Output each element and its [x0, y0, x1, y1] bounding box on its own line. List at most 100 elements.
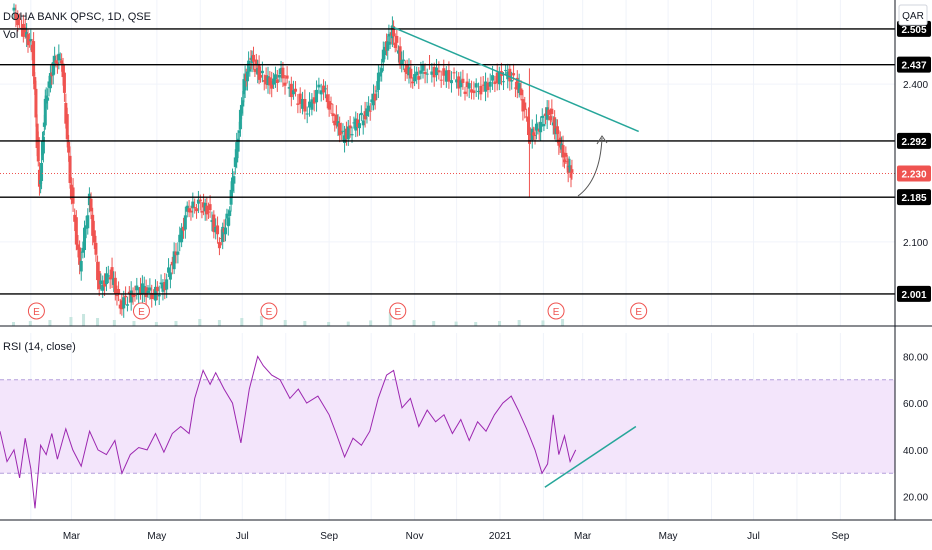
- candle-body: [401, 59, 405, 62]
- candle-body: [547, 109, 551, 116]
- candle-body: [167, 267, 171, 273]
- candle-body: [513, 87, 517, 89]
- candle-body: [375, 90, 379, 92]
- candle-body: [423, 72, 427, 74]
- candle-body: [283, 82, 287, 86]
- volume-bar: [561, 319, 565, 326]
- candle-body: [110, 267, 114, 279]
- volume-bar: [517, 320, 521, 326]
- volume-bar: [48, 320, 52, 326]
- candle-body: [106, 275, 110, 277]
- candle-body: [495, 72, 499, 83]
- candle-body: [210, 220, 214, 222]
- candle-body: [273, 74, 277, 80]
- volume-bar: [154, 322, 158, 326]
- candle-body: [395, 35, 399, 43]
- candle-body: [142, 286, 146, 293]
- candle-body: [259, 74, 263, 78]
- candle-body: [534, 123, 538, 131]
- candle-body: [54, 60, 58, 64]
- candle-body: [387, 33, 391, 37]
- candle-body: [33, 77, 37, 90]
- candle-body: [99, 280, 103, 285]
- candle-body: [81, 247, 85, 253]
- candle-body: [57, 53, 61, 61]
- candle-body: [430, 71, 434, 75]
- candle-body: [139, 287, 143, 295]
- candle-body: [12, 7, 16, 11]
- candle-body: [55, 62, 59, 66]
- rsi-axis-tick: 80.00: [903, 352, 928, 363]
- candle-body: [415, 71, 419, 76]
- candle-body: [16, 19, 20, 26]
- candle-body: [277, 75, 281, 78]
- candle-body: [550, 108, 554, 115]
- candle-body: [39, 180, 43, 185]
- candle-body: [101, 284, 105, 291]
- candle-body: [417, 76, 421, 80]
- candle-body: [301, 98, 305, 109]
- candle-body: [67, 141, 71, 153]
- candle-body: [365, 108, 369, 116]
- candle-body: [515, 77, 519, 90]
- candle-body: [569, 171, 573, 178]
- candle-body: [519, 88, 523, 96]
- candle-body: [381, 49, 385, 63]
- candle-body: [71, 187, 75, 204]
- rsi-band: [0, 379, 895, 474]
- candle-body: [248, 66, 252, 72]
- chart-title: DOHA BANK QPSC, 1D, QSE: [3, 11, 151, 23]
- volume-bar: [28, 321, 32, 326]
- earnings-marker-label: E: [394, 307, 401, 318]
- candle-body: [533, 134, 537, 136]
- volume-bar: [474, 322, 478, 326]
- candle-body: [568, 165, 572, 168]
- candle-body: [356, 119, 360, 128]
- candle-body: [323, 88, 327, 90]
- candle-body: [216, 225, 220, 235]
- volume-bar: [498, 321, 502, 326]
- candle-body: [185, 205, 189, 212]
- earnings-marker-label: E: [33, 307, 40, 318]
- volume-bar: [217, 320, 221, 326]
- candle-body: [528, 133, 532, 136]
- candle-body: [400, 60, 404, 65]
- current-price-label: 2.230: [901, 170, 926, 181]
- candle-body: [144, 287, 148, 298]
- candle-body: [224, 227, 228, 235]
- candle-body: [152, 294, 156, 296]
- candle-body: [264, 75, 268, 85]
- candle-body: [94, 242, 98, 255]
- candle-body: [196, 199, 200, 204]
- volume-bar: [132, 321, 136, 326]
- candle-body: [266, 76, 270, 86]
- candle-body: [545, 107, 549, 120]
- candle-body: [548, 116, 552, 121]
- candle-body: [21, 23, 25, 37]
- candle-body: [308, 101, 312, 108]
- currency-label: QAR: [902, 11, 924, 22]
- candle-body: [341, 130, 345, 132]
- x-axis-tick: Mar: [63, 531, 81, 542]
- candle-body: [87, 193, 91, 206]
- candle-body: [413, 74, 417, 82]
- currency-box[interactable]: [898, 4, 928, 26]
- candle-body: [566, 165, 570, 173]
- candle-body: [367, 105, 371, 112]
- volume-bar: [388, 312, 392, 326]
- candle-body: [69, 184, 73, 200]
- candle-body: [467, 83, 471, 89]
- candle-body: [189, 210, 193, 213]
- candle-body: [78, 247, 82, 265]
- candle-body: [202, 202, 206, 208]
- candle-body: [61, 63, 65, 78]
- x-axis-tick: Sep: [320, 531, 338, 542]
- candle-body: [393, 42, 397, 48]
- candle-body: [86, 215, 90, 229]
- candle-body: [58, 58, 62, 60]
- candle-body: [165, 279, 169, 290]
- candle-body: [203, 202, 207, 212]
- candle-body: [457, 76, 461, 89]
- candle-body: [540, 115, 544, 118]
